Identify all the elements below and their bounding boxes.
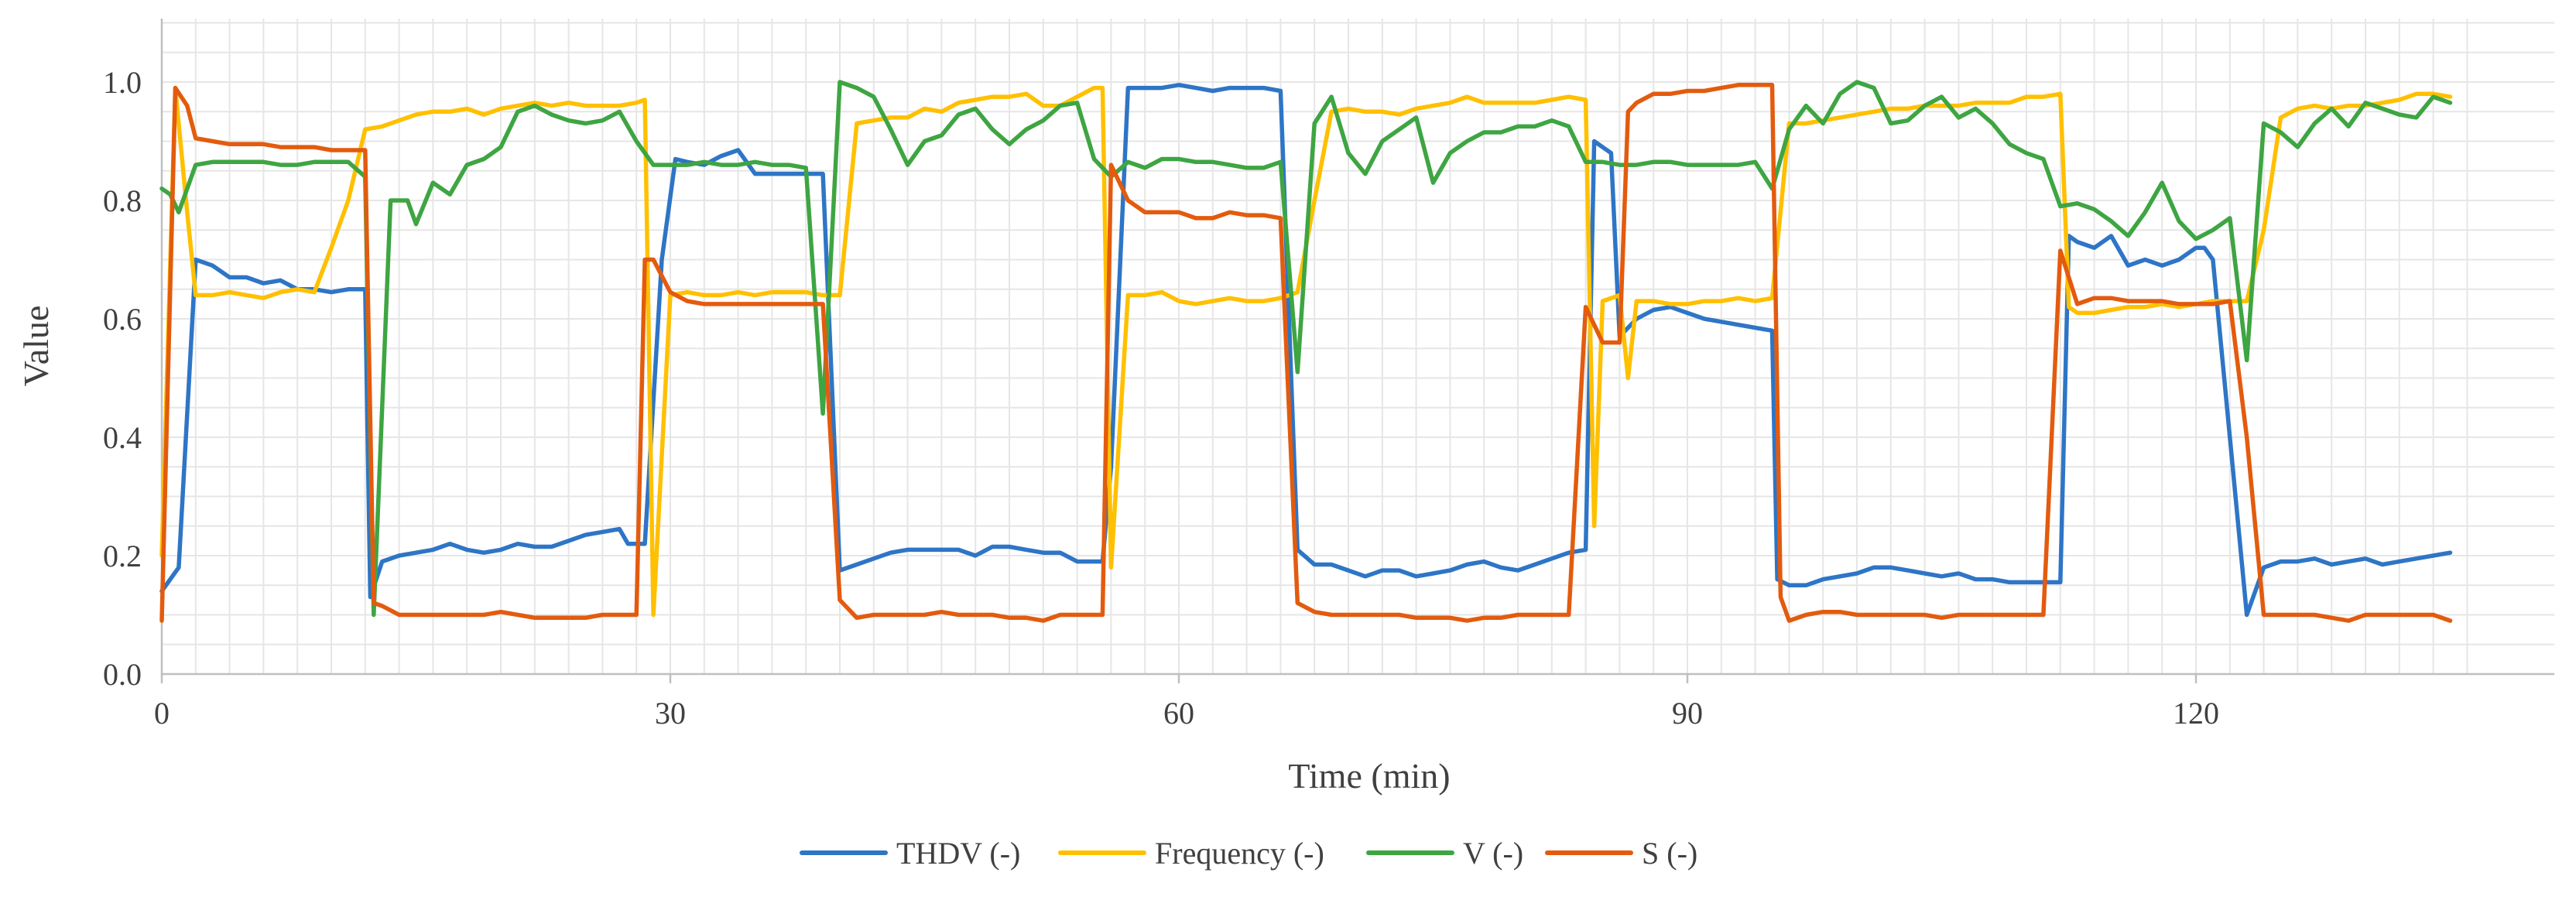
legend-label-v: V (-): [1463, 836, 1523, 871]
y-tick-label: 1.0: [103, 65, 142, 100]
y-tick-label: 0.4: [103, 420, 142, 455]
y-axis-title: Value: [16, 306, 56, 387]
x-tick-label: 120: [2173, 696, 2219, 731]
y-tick-label: 0.6: [103, 302, 142, 337]
series-line-v: [159, 80, 2453, 618]
x-tick-label: 90: [1672, 696, 1703, 731]
y-tick-label: 0.0: [103, 657, 142, 692]
x-tick-label: 30: [655, 696, 686, 731]
legend: THDV (-) Frequency (-) V (-) S (-): [800, 836, 1697, 871]
legend-label-s: S (-): [1642, 836, 1697, 871]
series-line-s: [159, 83, 2453, 623]
legend-label-frequency: Frequency (-): [1155, 836, 1324, 871]
legend-label-thdv: THDV (-): [896, 836, 1020, 871]
y-tick-label: 0.2: [103, 539, 142, 573]
series-line-thdv: [159, 83, 2453, 618]
series-lines: [159, 80, 2453, 623]
y-tick-label: 0.8: [103, 183, 142, 218]
tick-labels: 0 30 60 90 120 0.0 0.2 0.4 0.6 0.8 1.0: [103, 65, 2219, 731]
x-tick-label: 60: [1163, 696, 1194, 731]
x-tick-label: 0: [154, 696, 170, 731]
x-axis-title: Time (min): [1288, 756, 1450, 796]
